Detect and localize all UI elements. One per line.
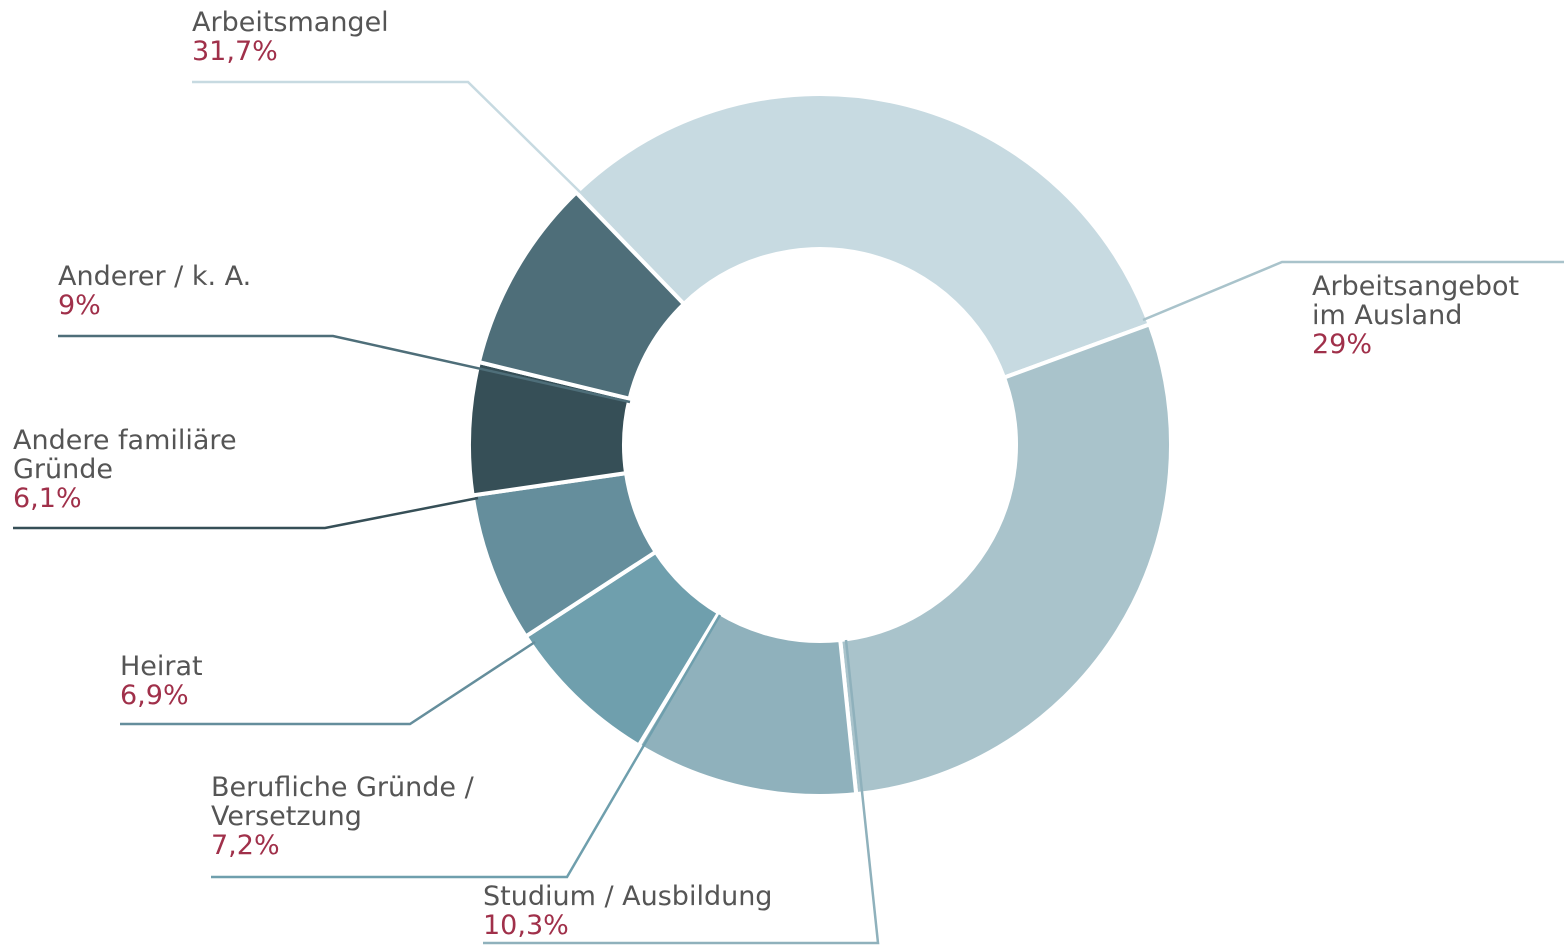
category-label: Heirat [120,651,203,682]
slice-label: Studium / Ausbildung 10,3% [483,882,772,940]
leader-line [211,614,722,879]
slice-label: Anderer / k. A. 9% [58,262,251,320]
leader-line [120,640,536,726]
value-label: 6,1% [13,483,82,514]
value-label: 6,9% [120,680,189,711]
slice-label: Arbeitsmangel 31,7% [192,8,389,66]
category-label: Anderer / k. A. [58,261,252,292]
leader-line [1142,260,1564,322]
category-label: Arbeitsmangel [192,7,389,38]
slice-label: Andere familiäre Gründe 6,1% [13,426,237,513]
slice-label: Heirat 6,9% [120,652,203,710]
value-label: 7,2% [211,830,280,861]
slice-label: Berufliche Gründe / Versetzung 7,2% [211,773,474,860]
slice-label: Arbeitsangebot im Ausland 29% [1312,272,1519,359]
value-label: 10,3% [483,910,569,941]
leader-line [58,334,631,404]
leader-line [13,496,479,530]
value-label: 29% [1312,329,1373,360]
category-label: Berufliche Gründe / Versetzung [211,772,474,832]
category-label: Arbeitsangebot im Ausland [1312,271,1520,331]
donut-slice [838,321,1174,797]
value-label: 31,7% [192,36,278,67]
donut-slice [573,92,1153,381]
leader-line [483,639,880,945]
leader-line [192,80,581,193]
donut-slice [476,189,687,402]
category-label: Andere familiäre Gründe [13,425,237,485]
category-label: Studium / Ausbildung [483,881,773,912]
value-label: 9% [58,290,101,321]
